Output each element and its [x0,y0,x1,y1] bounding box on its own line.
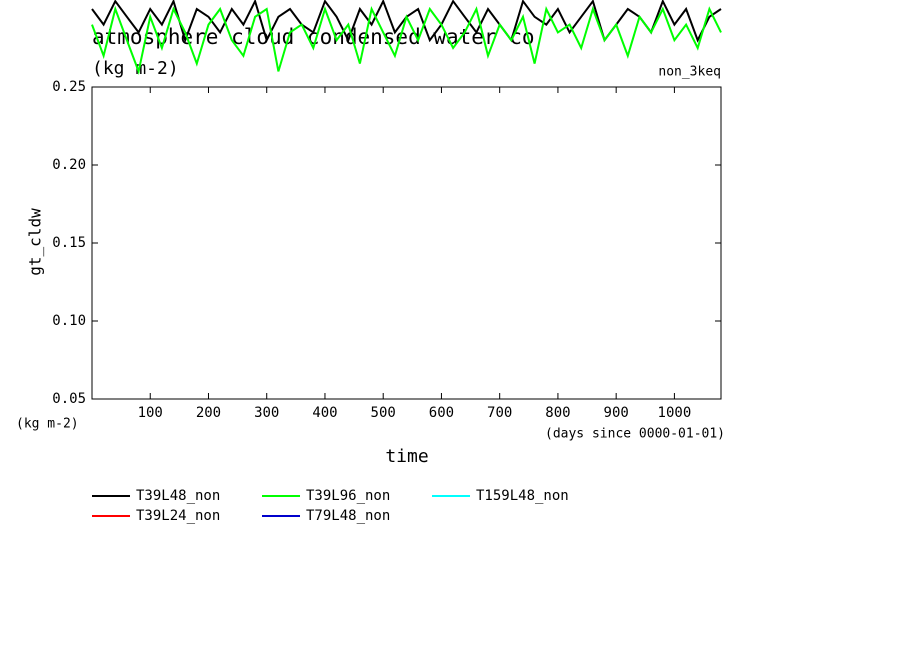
y-tick-label: 0.10 [52,313,86,329]
x-tick-label: 600 [429,405,454,421]
x-tick-label: 100 [138,405,163,421]
y-unit: (kg m-2) [16,417,79,432]
y-axis-label: gt_cldw [26,208,45,276]
x-tick-label: 300 [254,405,279,421]
y-tick-label: 0.15 [52,235,86,251]
y-tick-label: 0.05 [52,391,86,407]
x-tick-label: 500 [371,405,396,421]
y-tick-label: 0.20 [52,157,86,173]
x-axis-label: time [385,446,428,467]
legend-label: T39L48_non [136,488,220,504]
x-tick-label: 1000 [658,405,692,421]
x-tick-label: 200 [196,405,221,421]
series-line [91,5,722,75]
legend-label: T79L48_non [306,508,390,524]
legend-label: T159L48_non [476,488,569,504]
plot-frame [91,86,722,400]
x-unit: (days since 0000-01-01) [545,427,725,442]
x-tick-label: 700 [487,405,512,421]
legend-label: T39L24_non [136,508,220,524]
x-tick-label: 900 [604,405,629,421]
annotation: non_3keq [658,65,721,80]
legend-label: T39L96_non [306,488,390,504]
y-tick-label: 0.25 [52,79,86,95]
x-tick-label: 400 [312,405,337,421]
chart-subtitle: (kg m-2) [92,58,179,79]
x-tick-label: 800 [545,405,570,421]
